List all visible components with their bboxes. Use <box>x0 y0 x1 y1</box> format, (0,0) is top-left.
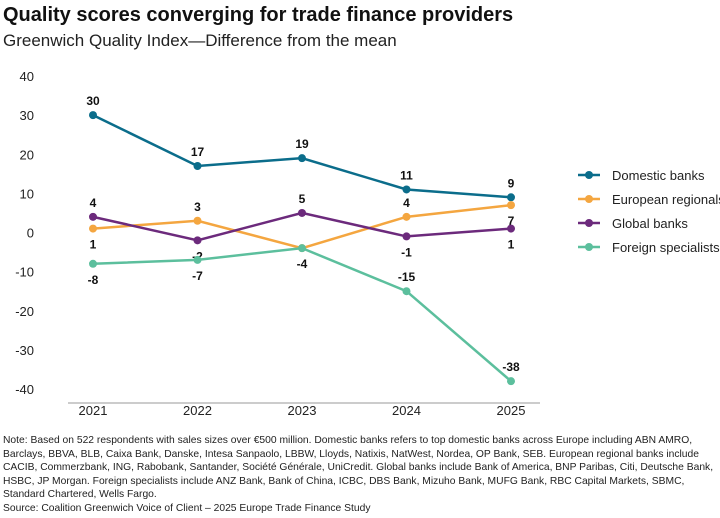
legend-label: Domestic banks <box>612 168 705 183</box>
legend-swatch-marker <box>585 171 593 179</box>
note-text: Note: Based on 522 respondents with sale… <box>3 435 714 500</box>
foreign-specialists-point <box>193 255 202 264</box>
domestic-banks-point <box>507 193 515 202</box>
european-regionals-point <box>402 212 411 221</box>
domestic-banks-data-label: 9 <box>508 176 515 190</box>
x-tick-label: 2021 <box>79 403 108 418</box>
european-regionals-data-label: -4 <box>297 257 308 271</box>
european-regionals-point <box>193 216 202 225</box>
european-regionals-point <box>89 224 97 233</box>
x-tick-label: 2024 <box>392 403 421 418</box>
foreign-specialists-point <box>402 287 411 296</box>
foreign-specialists-point <box>507 377 515 386</box>
foreign-specialists-data-label: -15 <box>398 270 416 284</box>
domestic-banks-point <box>298 154 306 163</box>
source-text: Source: Coalition Greenwich Voice of Cli… <box>3 502 371 514</box>
y-tick-label: -30 <box>15 343 34 358</box>
foreign-specialists-data-label: -7 <box>192 269 203 283</box>
chart-note: Note: Based on 522 respondents with sale… <box>3 434 718 515</box>
y-tick-label: -20 <box>15 304 34 319</box>
global-banks-point <box>298 208 306 217</box>
global-banks-point <box>193 236 202 245</box>
foreign-specialists-point <box>89 259 97 268</box>
legend-swatch-marker <box>585 219 593 227</box>
european-regionals-data-label: 3 <box>194 200 201 214</box>
domestic-banks-data-label: 19 <box>295 137 309 151</box>
y-tick-label: 0 <box>27 226 34 241</box>
global-banks-line <box>92 211 512 242</box>
global-banks-data-label: 5 <box>299 192 306 206</box>
y-tick-label: -10 <box>15 265 34 280</box>
global-banks-point <box>507 224 515 233</box>
legend-swatch-marker <box>585 243 593 251</box>
european-regionals-data-label: 7 <box>508 214 515 228</box>
global-banks-data-label: -1 <box>401 245 412 259</box>
foreign-specialists-data-label: -38 <box>502 360 520 374</box>
y-tick-label: 10 <box>20 186 34 201</box>
domestic-banks-data-label: 30 <box>86 94 100 108</box>
y-tick-label: -40 <box>15 382 34 397</box>
european-regionals-data-label: 1 <box>90 238 97 252</box>
domestic-banks-data-label: 17 <box>191 145 205 159</box>
legend-label: European regionals <box>612 192 720 207</box>
legend-swatch-marker <box>585 195 593 203</box>
foreign-specialists-point <box>298 244 306 253</box>
x-tick-label: 2025 <box>497 403 526 418</box>
chart-title: Quality scores converging for trade fina… <box>3 4 514 26</box>
european-regionals-point <box>507 201 515 210</box>
domestic-banks-point <box>402 185 411 194</box>
global-banks-point <box>89 212 97 221</box>
y-tick-label: 30 <box>20 108 34 123</box>
x-tick-label: 2023 <box>288 403 317 418</box>
european-regionals-data-label: 4 <box>403 196 410 210</box>
y-tick-label: 40 <box>20 69 34 84</box>
legend-label: Global banks <box>612 216 688 231</box>
global-banks-data-label: 1 <box>508 238 515 252</box>
x-tick-label: 2022 <box>183 403 212 418</box>
global-banks-data-label: 4 <box>90 196 97 210</box>
global-banks-point <box>402 232 411 241</box>
line-chart: 40 30 20 10 0 -10 -20 -30 -40 2021 2022 2023 2024 202… <box>15 69 720 418</box>
domestic-banks-point <box>89 111 97 120</box>
foreign-specialists-data-label: -8 <box>88 273 99 287</box>
legend-label: Foreign specialists <box>612 240 720 255</box>
domestic-banks-point <box>193 161 202 170</box>
domestic-banks-data-label: 11 <box>400 168 413 182</box>
chart-subtitle: Greenwich Quality Index—Difference from … <box>3 31 397 50</box>
y-tick-label: 20 <box>20 147 34 162</box>
